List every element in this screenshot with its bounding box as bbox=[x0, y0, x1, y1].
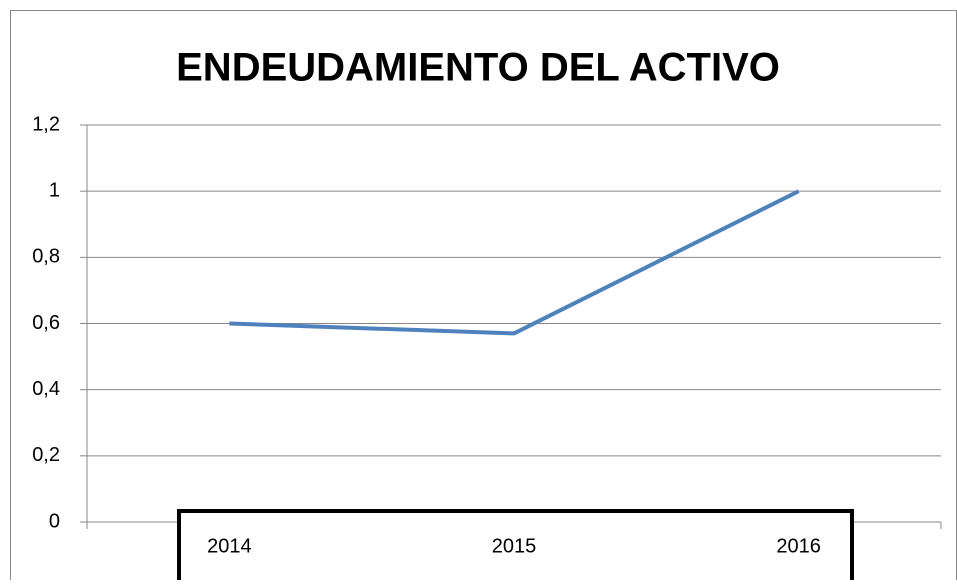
line-series bbox=[229, 189, 800, 336]
y-tick-label: 0,8 bbox=[32, 246, 60, 268]
x-tick-label: 2015 bbox=[492, 535, 537, 557]
y-tick-label: 0,2 bbox=[32, 444, 60, 466]
y-tick-label: 0,6 bbox=[32, 312, 60, 334]
y-tick-label: 0,4 bbox=[32, 378, 60, 400]
chart-title: ENDEUDAMIENTO DEL ACTIVO bbox=[176, 46, 780, 90]
x-tick-label: 2016 bbox=[776, 535, 821, 557]
chart-border bbox=[10, 10, 957, 585]
category-box bbox=[177, 509, 854, 585]
x-tick-label: 2014 bbox=[207, 535, 252, 557]
y-tick-label: 1,2 bbox=[32, 113, 60, 135]
y-tick-label: 1 bbox=[49, 179, 60, 201]
y-tick-label: 0 bbox=[49, 510, 60, 532]
marks: 2014 2015 2016 bbox=[207, 189, 821, 557]
